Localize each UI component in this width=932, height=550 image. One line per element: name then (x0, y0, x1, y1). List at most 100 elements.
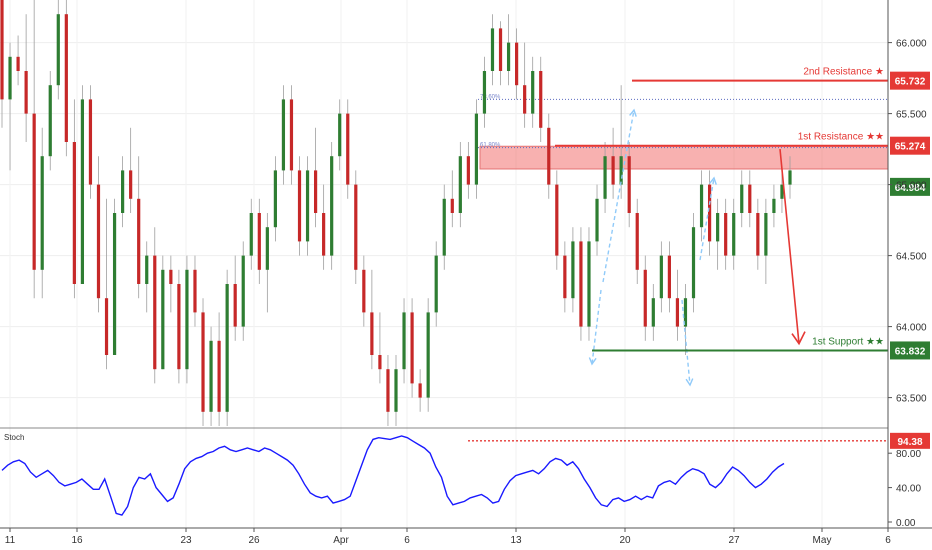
fib-lines: 78.60% 61.80% (478, 94, 888, 149)
candle-body (683, 298, 688, 327)
level-value-label: 64.984 (895, 183, 926, 194)
candle-body (587, 241, 591, 327)
candle-body (80, 99, 85, 285)
candle-body (8, 56, 12, 100)
candle-body (466, 156, 470, 185)
candle-body (716, 213, 720, 242)
candle-body (523, 85, 527, 114)
candle-body (225, 284, 229, 412)
level-value-label: 63.832 (895, 346, 926, 357)
candle-body (788, 170, 792, 185)
candle-body (555, 184, 559, 256)
candle-body (442, 198, 446, 256)
candle-body (378, 355, 382, 370)
swing-arrow-line (591, 289, 602, 365)
price-axis: 66.000 65.500 65.000 64.500 64.000 63.500 (888, 39, 927, 405)
level-value-tag (890, 177, 930, 196)
swing-arrow-head (629, 108, 637, 117)
candle-body (675, 298, 680, 327)
candle-body (458, 156, 462, 213)
price-tick-label: 63.500 (896, 394, 927, 405)
candle-body (24, 71, 28, 114)
candle-body (667, 255, 671, 299)
candle-body (531, 71, 535, 114)
level-value-tag (890, 71, 930, 90)
candle-body (780, 184, 784, 199)
candle-body (707, 184, 712, 242)
time-tick-label: 6 (404, 535, 410, 546)
candle-body (595, 198, 599, 242)
candle-body (48, 85, 52, 157)
candle-body (161, 269, 165, 370)
candle-body (740, 184, 744, 213)
candle-body (137, 198, 141, 284)
swing-arrow-head (588, 357, 597, 366)
candle-body (201, 312, 205, 412)
candle-body (104, 298, 109, 355)
time-tick-label: 6 (885, 535, 891, 546)
candle-body (257, 213, 261, 270)
candle-body (265, 227, 269, 270)
candle-body (233, 284, 237, 327)
candle-body (490, 28, 495, 71)
candle-body (579, 241, 583, 327)
stoch-reference-tag (890, 432, 930, 449)
candle-body (330, 156, 334, 256)
level-label: 1st Support ★★ (812, 336, 884, 347)
candle-body (209, 340, 213, 412)
fib-label: 78.60% (480, 94, 501, 100)
candle-body (764, 213, 768, 256)
price-tick-label: 64.000 (896, 323, 927, 334)
time-tick-label: 26 (248, 535, 260, 546)
candle-body (322, 213, 326, 256)
candle-body (72, 142, 76, 284)
projection-line (779, 149, 800, 344)
candle-body (659, 255, 663, 299)
swing-arrows (588, 108, 717, 387)
candle-body (56, 14, 60, 86)
candle-body (121, 170, 125, 213)
candle-body (603, 156, 607, 199)
levels: 2nd Resistance ★ 65.732 1st Resistance ★★ 6… (555, 67, 930, 360)
stoch-line (1, 435, 785, 516)
time-tick-label: May (813, 535, 832, 546)
candle-body (145, 255, 149, 284)
resistance-zone (479, 145, 889, 170)
price-tick-label: 64.500 (896, 252, 927, 263)
candle-body (619, 156, 623, 185)
candle-body (273, 170, 277, 228)
projection-arrow (779, 149, 806, 346)
time-axis: 11 16 23 26 Apr 6 13 20 27 May 6 (5, 528, 891, 546)
candle-body (354, 184, 358, 270)
candle-body (651, 298, 655, 327)
candle-body (40, 156, 44, 270)
candle-body (515, 42, 519, 86)
stoch-axis: 80.00 40.00 0.00 (888, 449, 921, 529)
candle-body (772, 198, 776, 213)
stoch-tick-label: 80.00 (896, 449, 921, 460)
candle-body (563, 255, 567, 299)
time-tick-label: 13 (510, 535, 522, 546)
candle-body (241, 255, 245, 327)
swing-arrow-head (709, 176, 717, 185)
candle-body (362, 269, 366, 313)
candle-body (16, 56, 20, 71)
price-grid (0, 0, 889, 528)
candle-body (32, 113, 36, 270)
candle-body (426, 312, 430, 398)
candle-body (506, 42, 511, 71)
stoch-tick-label: 40.00 (896, 484, 921, 495)
candle-body (498, 28, 503, 71)
time-tick-label: 23 (180, 535, 192, 546)
candles (0, 0, 792, 426)
time-tick-label: 20 (619, 535, 631, 546)
candle-body (281, 99, 286, 171)
candle-body (289, 99, 294, 171)
candle-body (386, 369, 390, 412)
candle-body (370, 312, 374, 355)
level-label: 2nd Resistance ★ (803, 67, 884, 78)
candle-body (643, 269, 647, 327)
stoch-label: Stoch (4, 433, 24, 442)
level-label: 1st Resistance ★★ (798, 132, 884, 143)
